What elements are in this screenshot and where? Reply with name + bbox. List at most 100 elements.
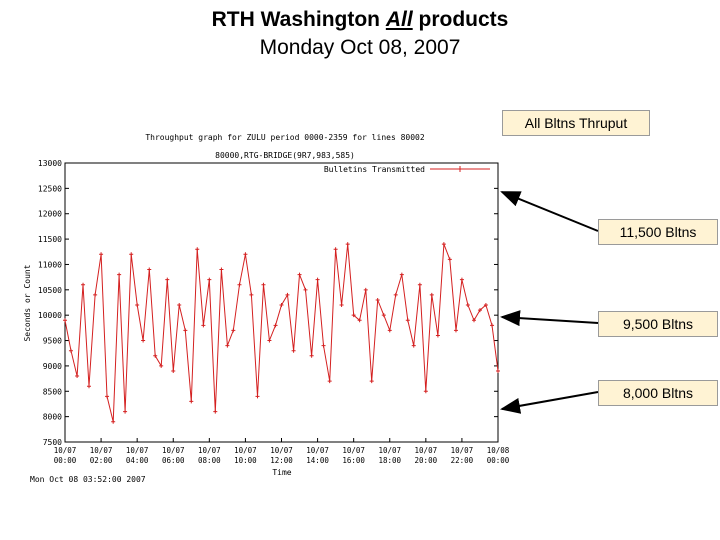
- x-tick-time: 14:00: [306, 456, 329, 465]
- data-point: [123, 409, 128, 414]
- data-point: [99, 252, 104, 257]
- chart-footer: Mon Oct 08 03:52:00 2007: [30, 475, 146, 484]
- data-point: [405, 318, 410, 323]
- data-point: [243, 252, 248, 257]
- slide-title-emphasis: All: [385, 8, 413, 31]
- y-tick-label: 13000: [38, 159, 62, 168]
- data-point: [483, 303, 488, 308]
- x-tick-time: 12:00: [270, 456, 293, 465]
- callout-8000: 8,000 Bltns: [598, 380, 718, 406]
- y-tick-label: 10500: [38, 286, 62, 295]
- data-point: [447, 257, 452, 262]
- chart-subtitle: 80000,RTG-BRIDGE(9R7,983,585): [215, 151, 355, 160]
- data-point: [225, 343, 230, 348]
- data-point: [219, 267, 224, 272]
- chart-title: Throughput graph for ZULU period 0000-23…: [145, 133, 425, 142]
- data-point: [496, 368, 500, 373]
- slide-title-suffix: products: [412, 8, 509, 31]
- y-tick-label: 9000: [43, 362, 62, 371]
- x-axis-label: Time: [272, 468, 291, 477]
- data-point: [345, 242, 350, 247]
- data-point: [399, 272, 404, 277]
- x-axis-ticks: 10/0700:0010/0702:0010/0704:0010/0706:00…: [54, 438, 510, 465]
- y-axis-ticks: 13000 12500 12000 11500 11000 10500 10000 9500 9…: [38, 159, 498, 447]
- data-point: [417, 282, 422, 287]
- slide-subtitle: Monday Oct 08, 2007: [259, 36, 461, 59]
- data-point: [201, 323, 206, 328]
- y-tick-label: 12000: [38, 210, 62, 219]
- y-tick-label: 10000: [38, 311, 62, 320]
- data-point: [111, 419, 116, 424]
- data-point: [279, 303, 284, 308]
- data-point: [129, 252, 134, 257]
- x-tick-date: 10/07: [342, 446, 365, 455]
- data-point: [387, 328, 392, 333]
- data-point: [333, 247, 338, 252]
- x-tick-date: 10/08: [487, 446, 510, 455]
- data-point: [231, 328, 236, 333]
- x-tick-time: 08:00: [198, 456, 221, 465]
- arrow-9500: [500, 310, 599, 327]
- x-tick-time: 04:00: [126, 456, 149, 465]
- data-point: [309, 353, 314, 358]
- x-tick-date: 10/07: [270, 446, 293, 455]
- data-point: [490, 323, 495, 328]
- data-point: [472, 318, 477, 323]
- data-point: [153, 353, 158, 358]
- data-point: [429, 292, 434, 297]
- x-tick-time: 00:00: [54, 456, 77, 465]
- data-point: [81, 282, 86, 287]
- slide-title: RTH Washington All products: [0, 8, 720, 32]
- x-tick-date: 10/07: [306, 446, 329, 455]
- callout-9500: 9,500 Bltns: [598, 311, 718, 337]
- data-point: [117, 272, 122, 277]
- data-point: [189, 399, 194, 404]
- data-point: [183, 328, 188, 333]
- data-point: [261, 282, 266, 287]
- x-tick-time: 16:00: [342, 456, 365, 465]
- data-point: [351, 313, 356, 318]
- x-tick-date: 10/07: [451, 446, 474, 455]
- data-point: [213, 409, 218, 414]
- data-point: [177, 303, 182, 308]
- data-point: [159, 363, 164, 368]
- x-tick-date: 10/07: [415, 446, 438, 455]
- data-point: [93, 292, 98, 297]
- data-point: [273, 323, 278, 328]
- data-point: [207, 277, 212, 282]
- series-line: [64, 244, 499, 422]
- data-point: [68, 348, 73, 353]
- data-point: [291, 348, 296, 353]
- slide-title-prefix: RTH Washington: [211, 8, 386, 31]
- data-point: [375, 297, 380, 302]
- data-point: [357, 318, 362, 323]
- x-tick-date: 10/07: [198, 446, 221, 455]
- data-point: [165, 277, 170, 282]
- y-tick-label: 8500: [43, 387, 62, 396]
- y-tick-label: 11000: [38, 260, 62, 269]
- x-tick-time: 06:00: [162, 456, 185, 465]
- data-point: [465, 303, 470, 308]
- legend-label: Bulletins Transmitted: [324, 165, 425, 174]
- x-tick-date: 10/07: [162, 446, 185, 455]
- data-point: [297, 272, 302, 277]
- series-bulletins-transmitted: [63, 242, 500, 424]
- x-tick-time: 22:00: [451, 456, 474, 465]
- data-point: [86, 384, 91, 389]
- x-tick-date: 10/07: [90, 446, 113, 455]
- y-tick-label: 8000: [43, 413, 62, 422]
- data-point: [381, 313, 386, 318]
- data-point: [369, 379, 374, 384]
- data-point: [135, 303, 140, 308]
- data-point: [327, 379, 332, 384]
- data-point: [63, 318, 67, 323]
- data-point: [453, 328, 458, 333]
- data-point: [423, 389, 428, 394]
- data-point: [459, 277, 464, 282]
- data-point: [303, 287, 308, 292]
- x-tick-date: 10/07: [54, 446, 77, 455]
- y-tick-label: 12500: [38, 184, 62, 193]
- arrow-11500: [500, 191, 599, 232]
- data-point: [315, 277, 320, 282]
